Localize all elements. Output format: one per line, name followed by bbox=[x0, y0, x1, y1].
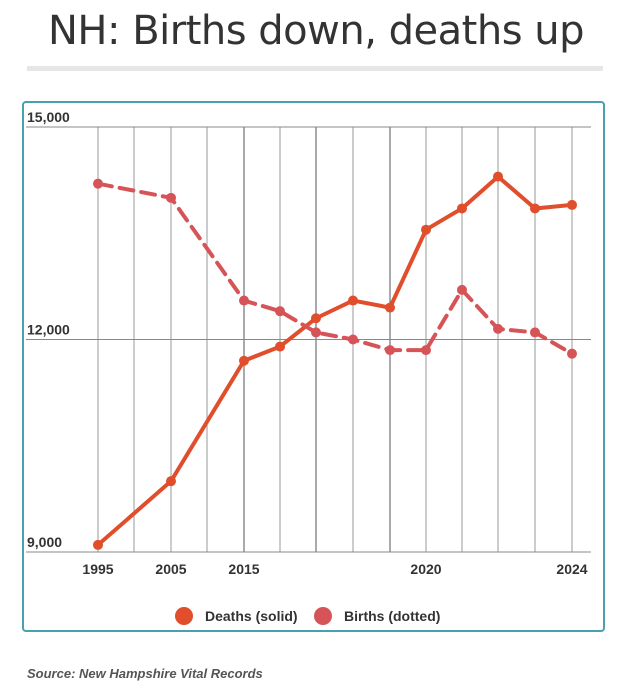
deaths-point bbox=[311, 313, 321, 324]
x-tick-label: 2005 bbox=[155, 561, 186, 577]
births-point bbox=[275, 306, 285, 317]
deaths-point bbox=[348, 295, 358, 306]
deaths-point bbox=[275, 341, 285, 352]
title-divider bbox=[27, 66, 603, 71]
deaths-point bbox=[385, 302, 395, 313]
deaths-line bbox=[96, 174, 574, 547]
source-note: Source: New Hampshire Vital Records bbox=[27, 666, 263, 681]
births-point bbox=[567, 348, 577, 359]
legend-deaths-label: Deaths (solid) bbox=[205, 608, 298, 624]
deaths-point bbox=[166, 476, 176, 487]
deaths-point bbox=[567, 199, 577, 210]
births-point bbox=[239, 295, 249, 306]
line-chart: 15,000 12,000 9,000 1995 2005 2015 2020 2024 Dea… bbox=[26, 109, 591, 625]
y-tick-label: 15,000 bbox=[27, 109, 70, 125]
deaths-point bbox=[421, 224, 431, 235]
deaths-point bbox=[493, 171, 503, 182]
births-point bbox=[385, 345, 395, 356]
chart-panel bbox=[22, 101, 605, 632]
births-point bbox=[457, 284, 467, 295]
births-point bbox=[311, 327, 321, 338]
births-point bbox=[348, 334, 358, 345]
legend-births-label: Births (dotted) bbox=[344, 608, 440, 624]
births-line bbox=[96, 181, 574, 356]
x-tick-label: 2020 bbox=[410, 561, 441, 577]
births-point bbox=[530, 327, 540, 338]
births-point bbox=[493, 323, 503, 334]
deaths-point bbox=[93, 539, 103, 550]
x-tick-label: 1995 bbox=[82, 561, 113, 577]
legend-deaths-marker bbox=[175, 607, 193, 625]
births-point bbox=[166, 192, 176, 203]
y-tick-label: 12,000 bbox=[27, 322, 70, 338]
x-tick-label: 2015 bbox=[228, 561, 259, 577]
deaths-point bbox=[457, 203, 467, 214]
deaths-point bbox=[530, 203, 540, 214]
births-point bbox=[421, 345, 431, 356]
legend-births-marker bbox=[314, 607, 332, 625]
chart-title: NH: Births down, deaths up bbox=[48, 8, 584, 54]
deaths-point bbox=[239, 355, 249, 366]
births-point bbox=[93, 178, 103, 189]
x-tick-label: 2024 bbox=[556, 561, 587, 577]
y-tick-label: 9,000 bbox=[27, 534, 62, 550]
